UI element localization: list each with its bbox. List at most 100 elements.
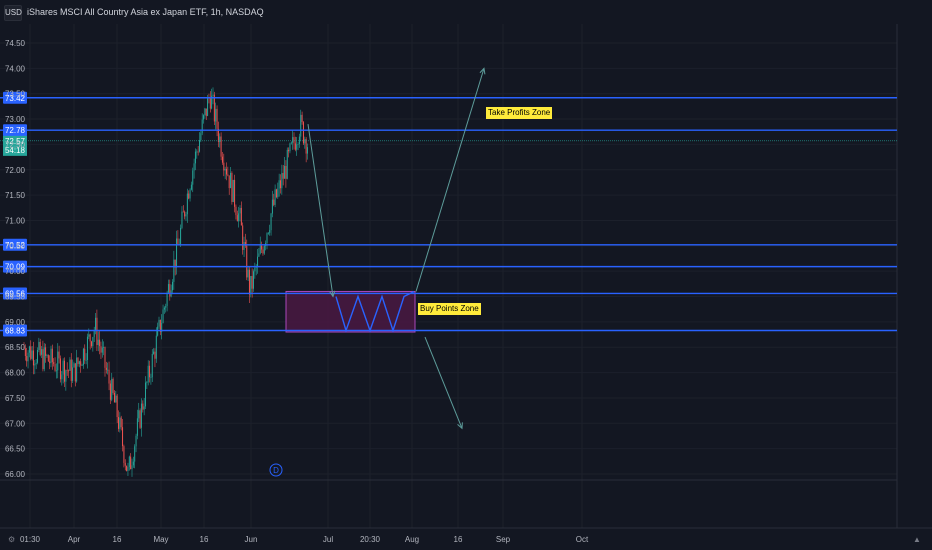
- dividend-marker-label: D: [273, 466, 279, 475]
- candle-body: [280, 180, 281, 189]
- y-tick-label: 70.50: [5, 242, 26, 251]
- candle-body: [296, 144, 298, 150]
- candle-body: [285, 165, 287, 179]
- candle-body: [301, 114, 303, 123]
- candle-body: [150, 377, 152, 378]
- candle-body: [193, 163, 195, 171]
- candle-body: [242, 225, 244, 250]
- y-tick-label: 74.50: [5, 39, 26, 48]
- y-tick-label: 71.00: [5, 216, 26, 225]
- candle-body: [105, 367, 107, 370]
- candle-body: [298, 136, 300, 144]
- level-label: 70.09: [5, 263, 26, 272]
- candle-body: [267, 232, 269, 234]
- level-label-bg: [3, 287, 27, 300]
- x-tick-label: 01:30: [20, 535, 41, 544]
- candle-body: [253, 271, 254, 289]
- candle-body: [88, 334, 90, 337]
- timezone-icon[interactable]: ⚙: [8, 535, 16, 544]
- candle-body: [186, 193, 188, 215]
- candle-body: [132, 461, 134, 466]
- candle-body: [304, 139, 306, 144]
- candle-body: [134, 446, 136, 462]
- candle-body: [216, 108, 218, 129]
- candle-body: [68, 370, 70, 372]
- currency-button[interactable]: USD: [4, 5, 22, 21]
- candle-body: [248, 269, 250, 295]
- candle-body: [220, 136, 222, 157]
- candle-body: [92, 337, 94, 347]
- candles: [23, 87, 308, 477]
- candle-body: [28, 346, 30, 353]
- candle-body: [273, 199, 275, 205]
- candle-body: [122, 427, 124, 447]
- candle-body: [286, 149, 288, 179]
- candle-body: [269, 230, 271, 233]
- event-markers[interactable]: D: [269, 463, 283, 477]
- candle-body: [263, 245, 265, 254]
- candle-body: [108, 369, 110, 384]
- candle-body: [34, 364, 36, 366]
- y-tick-label: 74.00: [5, 64, 26, 73]
- candle-body: [54, 364, 56, 371]
- candle-body: [119, 417, 121, 429]
- candle-body: [217, 128, 219, 142]
- arrow-down-to-zone-head: [329, 290, 336, 298]
- candle-body: [182, 211, 184, 213]
- x-tick-label: Apr: [68, 535, 81, 544]
- y-tick-label: 67.00: [5, 419, 26, 428]
- candle-body: [145, 382, 146, 407]
- candle-body: [39, 341, 41, 355]
- arrow-breakdown-head: [457, 422, 463, 430]
- candle-body: [57, 351, 59, 371]
- candle-body: [118, 417, 119, 429]
- candle-body: [169, 284, 171, 297]
- candle-body: [35, 362, 37, 365]
- candle-body: [158, 319, 160, 327]
- take-profit-note[interactable]: Take Profits Zone: [486, 107, 553, 119]
- candle-body: [131, 465, 133, 470]
- candle-body: [24, 348, 26, 357]
- candle-body: [111, 378, 113, 400]
- dividend-marker-icon[interactable]: [269, 463, 283, 477]
- candle-body: [288, 149, 290, 152]
- price-axis[interactable]: 74.50 74.00 73.50 73.00 72.50 72.00 71.50 71.00…: [5, 39, 26, 479]
- candle-body: [31, 350, 33, 359]
- candle-body: [266, 233, 268, 244]
- buy-zone-box: [285, 290, 416, 333]
- y-tick-label: 66.50: [5, 445, 26, 454]
- candle-body: [37, 349, 38, 363]
- candle-body: [135, 435, 137, 447]
- candle-body: [69, 359, 71, 371]
- candle-body: [123, 446, 125, 463]
- candle-body: [223, 162, 225, 171]
- candle-body: [257, 256, 259, 267]
- candle-body: [255, 266, 257, 268]
- candle-body: [209, 98, 211, 109]
- candle-body: [124, 462, 126, 466]
- candle-body: [109, 383, 111, 400]
- candle-body: [126, 465, 128, 471]
- buy-points-note[interactable]: Buy Points Zone: [418, 303, 481, 315]
- candle-body: [113, 392, 115, 403]
- last-price-bg: [3, 135, 27, 156]
- candle-body: [65, 370, 67, 382]
- candle-body: [86, 336, 88, 361]
- candle-body: [282, 172, 284, 179]
- time-axis[interactable]: 01:30 Apr 16 May 16 Jun Jul 20:30 Aug 16 Sep Oct: [20, 535, 589, 544]
- candle-body: [103, 347, 105, 348]
- candle-body: [95, 317, 97, 331]
- candle-body: [305, 139, 307, 154]
- candle-body: [82, 348, 84, 366]
- candle-body: [61, 374, 63, 380]
- candle-body: [45, 347, 47, 356]
- candle-body: [207, 97, 209, 116]
- candle-body: [85, 360, 87, 361]
- candle-body: [107, 369, 109, 371]
- candle-body: [188, 193, 190, 199]
- candle-body: [81, 365, 83, 367]
- scale-settings-icon[interactable]: ▲: [913, 535, 921, 544]
- candle-body: [192, 170, 194, 185]
